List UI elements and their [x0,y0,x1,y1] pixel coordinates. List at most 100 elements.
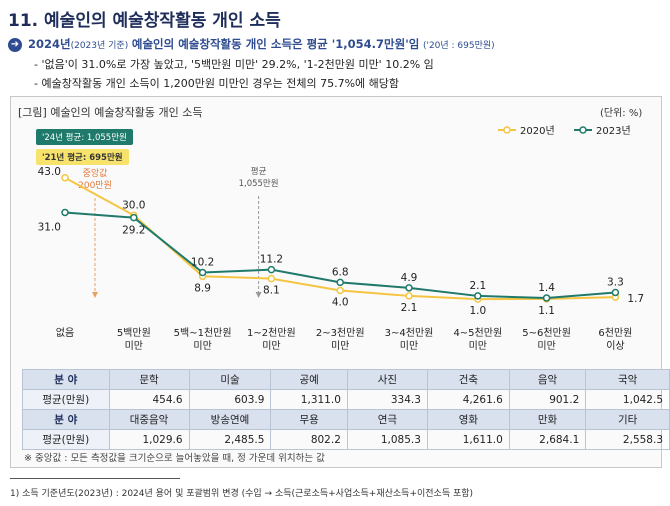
data-point [405,292,413,300]
footnote: 1) 소득 기준년도(2023년) : 2024년 용어 및 포괄범위 변경 (… [10,489,474,499]
avg-2024-tag: '24년 평균: 1,055만원 [36,129,133,145]
data-point [405,284,413,292]
table-row: 분 야 문학 미술 공예 사진 건축 음악 국악 [22,369,670,390]
table-cell: 1,611.0 [426,429,510,450]
data-label-2023: 1.4 [538,282,555,294]
table-cell: 454.6 [108,389,190,410]
bullet-1: - '없음'이 31.0%로 가장 높았고, '5백만원 미만' 29.2%, … [34,58,434,71]
data-point [61,174,69,182]
data-label-2023: 11.2 [260,254,283,266]
median-arrow-icon [92,292,98,298]
table-cell: 공예 [270,369,348,390]
row-header-cell: 평균(만원) [22,429,110,450]
legend-label: 2020년 [520,125,555,137]
data-point [130,213,138,222]
avg-2021-tag: '21년 평균: 695만원 [36,149,129,165]
year-label: 2024년 [28,37,71,51]
category-label: 미만 [125,340,143,352]
legend-marker [503,126,511,134]
category-label: 없음 [56,326,74,339]
category-label: 미만 [400,340,418,352]
table-cell: 802.2 [270,429,348,450]
median-note: ※ 중앙값 : 모든 측정값을 크기순으로 늘어놓았을 때, 정 가운데 위치하… [24,453,325,464]
table-cell: 건축 [426,369,510,390]
year-note: (2023년 기준) [70,41,129,51]
headline-row: ➜ 2024년(2023년 기준) 예술인의 예술창작활동 개인 소득은 평균 '… [8,36,495,52]
category-label: 5백~1천만원 [174,327,232,339]
row-header-cell: 분 야 [22,409,110,430]
mean-label: 평균 [251,166,267,177]
table-cell: 문학 [108,369,190,390]
table-cell: 연극 [346,409,428,430]
headline-note: ('20년 : 695만원) [422,41,495,51]
table-cell: 미술 [188,369,272,390]
data-label-2023: 31.0 [38,221,61,233]
table-cell: 국악 [585,369,670,390]
category-label: 6천만원 [598,327,632,339]
mean-value: 1,055만원 [239,179,279,189]
category-label: 1~2천만원 [247,327,296,339]
category-label: 미만 [537,340,555,352]
data-point [474,292,482,300]
field-average-table: 분 야 문학 미술 공예 사진 건축 음악 국악 평균(만원) 454.6 603.9 1,311.0… [22,369,670,450]
data-point [61,208,69,217]
data-label-2023: 29.2 [122,225,145,237]
data-label-2020: 30.0 [122,199,145,211]
category-label: 5~6천만원 [522,327,571,339]
row-header-cell: 평균(만원) [22,389,110,410]
table-cell: 1,311.0 [270,389,348,410]
category-label: 이상 [606,340,624,352]
median-value: 200만원 [78,180,112,191]
data-label-2020: 8.9 [194,282,211,294]
data-point [198,268,207,277]
data-label-2020: 1.1 [538,305,555,317]
category-label: 3~4천만원 [385,327,434,339]
figure-title: [그림] 예술인의 예술창작활동 개인 소득 [18,106,203,119]
data-label-2023: 3.3 [607,276,624,288]
data-point [336,286,344,295]
data-point [542,294,551,302]
table-cell: 무용 [270,409,348,430]
table-cell: 만화 [508,409,587,430]
data-label-2023: 6.8 [332,266,349,278]
data-label-2023: 2.1 [469,280,486,292]
footnote-rule [10,478,180,479]
category-label: 미만 [331,340,349,352]
table-cell: 4,261.6 [426,389,510,410]
data-label-2020: 43.0 [38,166,61,178]
data-point [267,265,276,274]
data-label-2020: 2.1 [401,302,418,314]
table-cell: 2,558.3 [585,429,670,450]
mean-arrow-icon [255,292,262,298]
data-label-2020: 1.7 [627,293,644,305]
bullet-2: - 예술창작활동 개인 소득이 1,200만원 미만인 경우는 전체의 75.7… [34,77,399,90]
table-cell: 334.3 [346,389,428,410]
category-label: 미만 [262,340,280,352]
data-label-2023: 4.9 [401,272,418,284]
table-cell: 1,085.3 [346,429,428,450]
median-label: 중앙값 [83,167,108,179]
table-row: 평균(만원) 454.6 603.9 1,311.0 334.3 4,261.6 901.2… [22,389,670,410]
headline-text: 예술인의 예술창작활동 개인 소득은 평균 '1,054.7만원'임 [131,37,420,51]
table-cell: 기타 [585,409,670,430]
table-cell: 2,684.1 [508,429,587,450]
category-label: 5백만원 [117,327,151,339]
table-cell: 대중음악 [108,409,190,430]
table-cell: 음악 [508,369,587,390]
table-cell: 방송연예 [188,409,272,430]
section-title: 11. 예술인의 예술창작활동 개인 소득 [8,11,281,31]
category-label: 4~5천만원 [453,327,502,339]
table-cell: 1,042.5 [585,389,670,410]
data-point [336,278,344,287]
table-cell: 영화 [426,409,510,430]
legend-marker [579,126,587,134]
category-label: 미만 [193,340,211,352]
category-label: 2~3천만원 [316,327,365,339]
arrow-right-icon: ➜ [8,37,22,52]
table-cell: 1,029.6 [108,429,190,450]
data-label-2020: 1.0 [469,305,486,317]
category-label: 미만 [469,340,487,352]
table-cell: 603.9 [188,389,272,410]
table-cell: 2,485.5 [188,429,272,450]
table-cell: 901.2 [508,389,587,410]
